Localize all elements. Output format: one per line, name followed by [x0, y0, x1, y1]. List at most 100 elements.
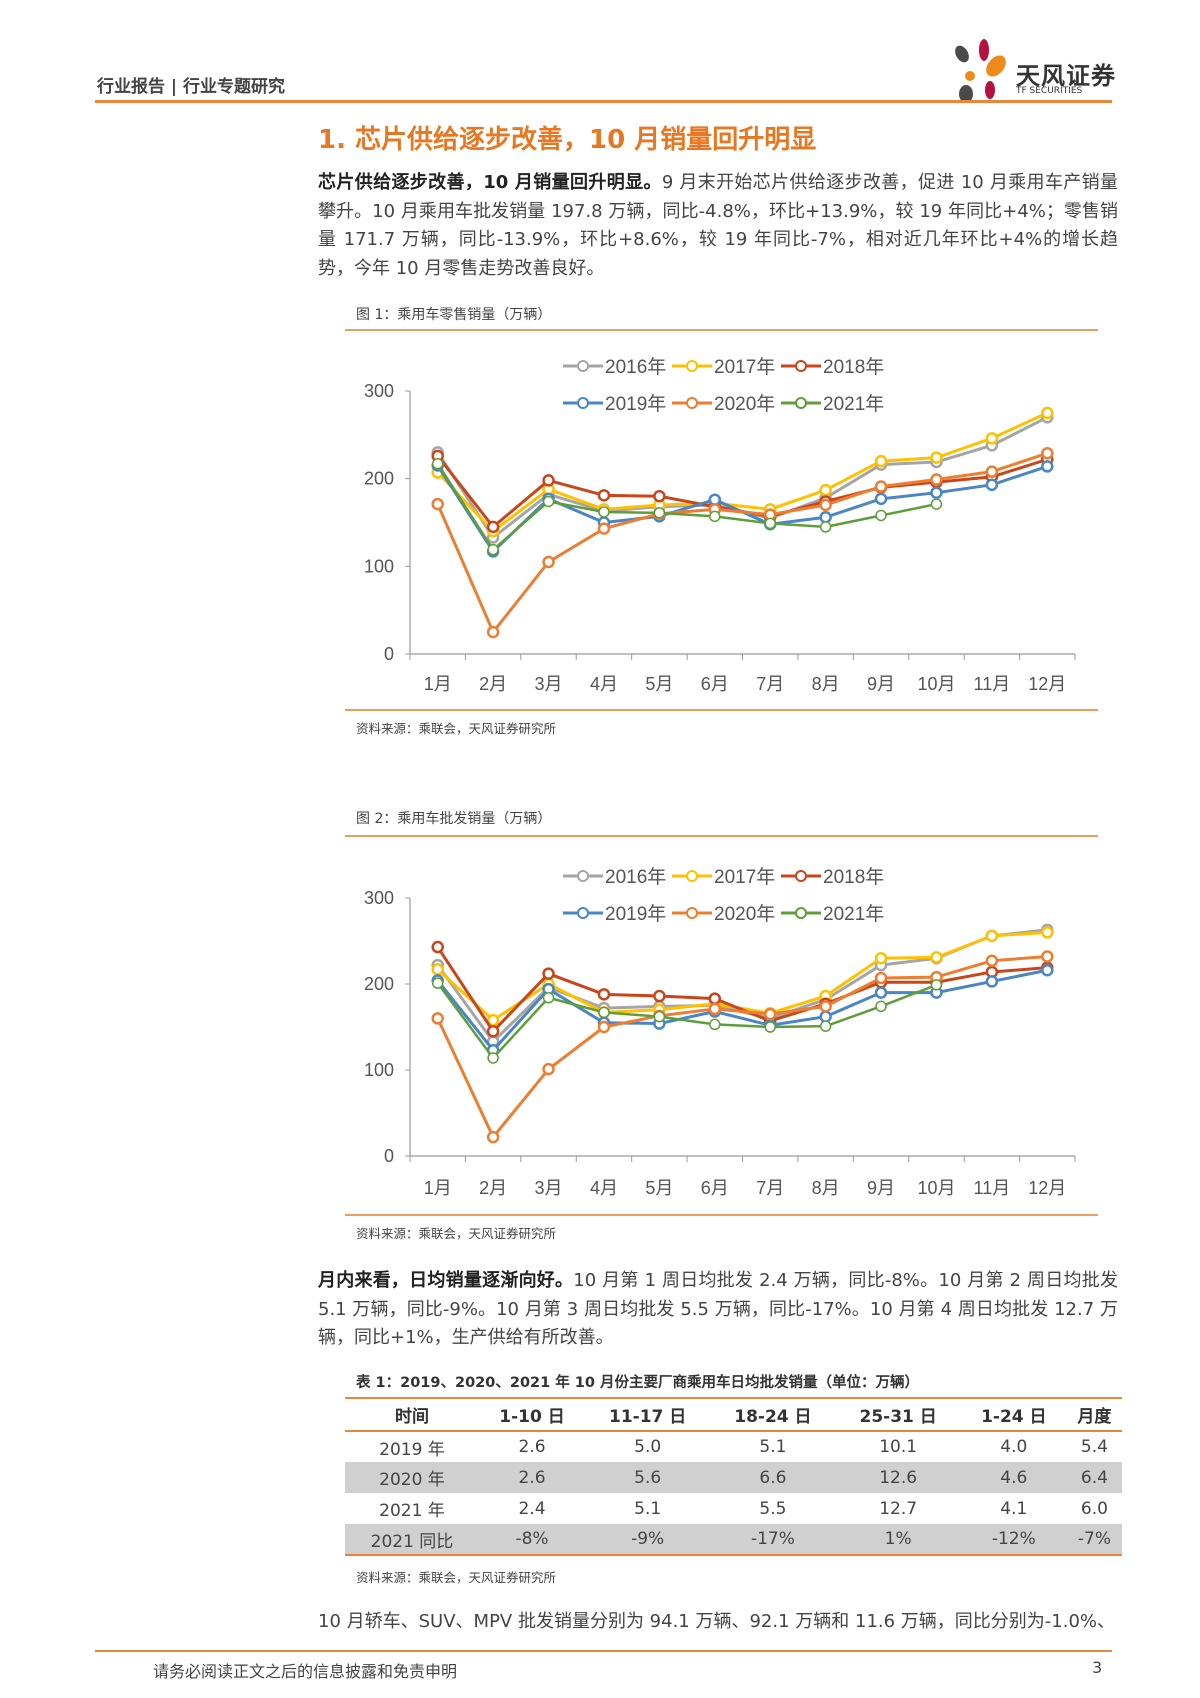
- figure-2-bottom-rule: [345, 1214, 1098, 1216]
- data-point: [653, 489, 666, 503]
- table-row: 2020 年 2.6 5.6 6.6 12.6 4.6 6.4: [345, 1462, 1122, 1493]
- x-tick-label: 4月: [590, 674, 618, 694]
- data-point: [874, 492, 888, 506]
- data-point: [819, 1010, 832, 1023]
- logo-subtext: TF SECURITIES: [1016, 86, 1083, 96]
- y-tick-label: 300: [364, 888, 394, 908]
- figure-1-top-rule: [345, 329, 1098, 331]
- data-point: [1041, 460, 1054, 473]
- legend-marker: [795, 870, 807, 882]
- data-point: [874, 480, 888, 493]
- x-tick-label: 6月: [701, 674, 729, 694]
- x-tick-label: 10月: [917, 1178, 955, 1198]
- col-header: 月度: [1066, 1397, 1122, 1432]
- x-tick-label: 2月: [479, 674, 507, 694]
- table-1-source: 资料来源：乘联会，天风证券研究所: [356, 1570, 557, 1585]
- data-point: [819, 1020, 832, 1032]
- legend-marker: [577, 360, 589, 372]
- table-cell: 1%: [835, 1524, 961, 1556]
- x-tick-label: 7月: [756, 674, 784, 694]
- table-cell: 2020 年: [345, 1462, 479, 1493]
- table-cell: 2.6: [478, 1462, 586, 1493]
- table-row: 2021 同比 -8% -9% -17% 1% -12% -7%: [345, 1524, 1122, 1556]
- table-cell: 5.1: [759, 1437, 787, 1457]
- x-tick-label: 5月: [645, 1178, 673, 1198]
- x-tick-label: 8月: [812, 674, 840, 694]
- data-point: [542, 1062, 555, 1076]
- col-header: 1-24 日: [960, 1397, 1067, 1432]
- data-point: [1041, 406, 1054, 420]
- data-point: [985, 478, 999, 492]
- logo-petals-icon: [955, 39, 1006, 103]
- data-point: [1041, 963, 1054, 977]
- x-tick-label: 3月: [535, 674, 563, 694]
- data-point: [930, 473, 943, 486]
- paragraph-1-lead: 芯片供给逐步改善，10 月销量回升明显。: [318, 172, 662, 193]
- table-cell: 2.4: [518, 1498, 546, 1519]
- table-header-row: 时间 1-10 日 11-17 日 18-24 日 25-31 日 1-24 日…: [345, 1397, 1122, 1432]
- legend-label: 2020年: [714, 903, 775, 925]
- x-tick-label: 11月: [974, 674, 1011, 694]
- legend-marker: [577, 397, 589, 409]
- x-tick-label: 11月: [974, 1178, 1011, 1198]
- legend-marker: [577, 907, 589, 919]
- table-cell: 2.6: [518, 1437, 546, 1457]
- table-cell: 4.0: [1000, 1437, 1028, 1457]
- data-point: [764, 517, 776, 530]
- legend-marker: [795, 397, 807, 409]
- data-point: [985, 954, 999, 968]
- series-line-2020年: [436, 954, 1048, 1139]
- figure-2-source: 资料来源：乘联会，天风证券研究所: [356, 1226, 557, 1241]
- data-point: [819, 498, 832, 512]
- table-cell: 4.1: [1000, 1498, 1028, 1519]
- data-point: [597, 489, 611, 502]
- data-point: [875, 1000, 887, 1013]
- data-point: [487, 1052, 499, 1064]
- figure-1-bottom-rule: [345, 709, 1098, 711]
- legend-label: 2016年: [605, 866, 666, 888]
- series-line-2021年: [436, 982, 937, 1060]
- table-cell: 12.6: [835, 1462, 961, 1493]
- data-point: [431, 497, 444, 511]
- table-cell: 5.4: [1080, 1437, 1108, 1457]
- legend-label: 2021年: [823, 393, 884, 415]
- data-point: [874, 951, 888, 965]
- x-tick-label: 6月: [701, 1178, 729, 1198]
- data-point: [431, 1012, 444, 1025]
- table-cell: 6.0: [1080, 1498, 1108, 1519]
- y-tick-label: 200: [364, 974, 394, 994]
- x-tick-label: 2月: [479, 1178, 507, 1198]
- paragraph-1: 芯片供给逐步改善，10 月销量回升明显。9 月末开始芯片供给逐步改善，促进 10…: [318, 169, 1118, 283]
- y-tick-label: 0: [384, 644, 394, 664]
- x-tick-label: 3月: [535, 1178, 563, 1198]
- report-category: 行业报告 | 行业专题研究: [97, 77, 286, 97]
- legend-label: 2017年: [714, 866, 775, 888]
- data-point: [431, 458, 444, 470]
- data-point: [542, 474, 555, 487]
- x-tick-label: 8月: [812, 1178, 840, 1198]
- retail-sales-chart: 0 100 200 300 1月 2月 3月 4月 5月 6月 7月 8月 9月 10月 11月 12月 201…: [364, 356, 1076, 694]
- paragraph-2-body: 10 月第 1 周日均批发 2.4 万辆，同比-8%。10 月第 2 周日均批发…: [318, 1270, 1118, 1348]
- table-row: 2019 年 2.6 5.0 5.1 10.1 4.0 5.4: [345, 1431, 1122, 1462]
- table-cell: 2021 同比: [345, 1524, 479, 1556]
- table-cell: -17%: [710, 1524, 836, 1556]
- series-line-2017年: [436, 411, 1048, 533]
- legend-marker: [686, 870, 698, 882]
- data-point: [486, 1025, 500, 1038]
- table-cell: 2019 年: [379, 1439, 445, 1460]
- data-point: [542, 555, 555, 569]
- data-point: [709, 1018, 721, 1031]
- data-point: [542, 967, 555, 980]
- paragraph-2: 月内来看，日均销量逐渐向好。10 月第 1 周日均批发 2.4 万辆，同比-8%…: [318, 1267, 1118, 1353]
- x-tick-label: 9月: [867, 674, 895, 694]
- data-point: [874, 986, 888, 999]
- data-point: [930, 951, 943, 964]
- data-point: [930, 498, 943, 510]
- col-header: 11-17 日: [585, 1397, 711, 1432]
- legend-label: 2018年: [823, 866, 884, 888]
- x-tick-label: 4月: [590, 1178, 618, 1198]
- x-tick-label: 7月: [756, 1178, 784, 1198]
- table-cell: -9%: [585, 1524, 711, 1556]
- data-point: [486, 520, 500, 534]
- x-tick-label: 12月: [1028, 674, 1066, 694]
